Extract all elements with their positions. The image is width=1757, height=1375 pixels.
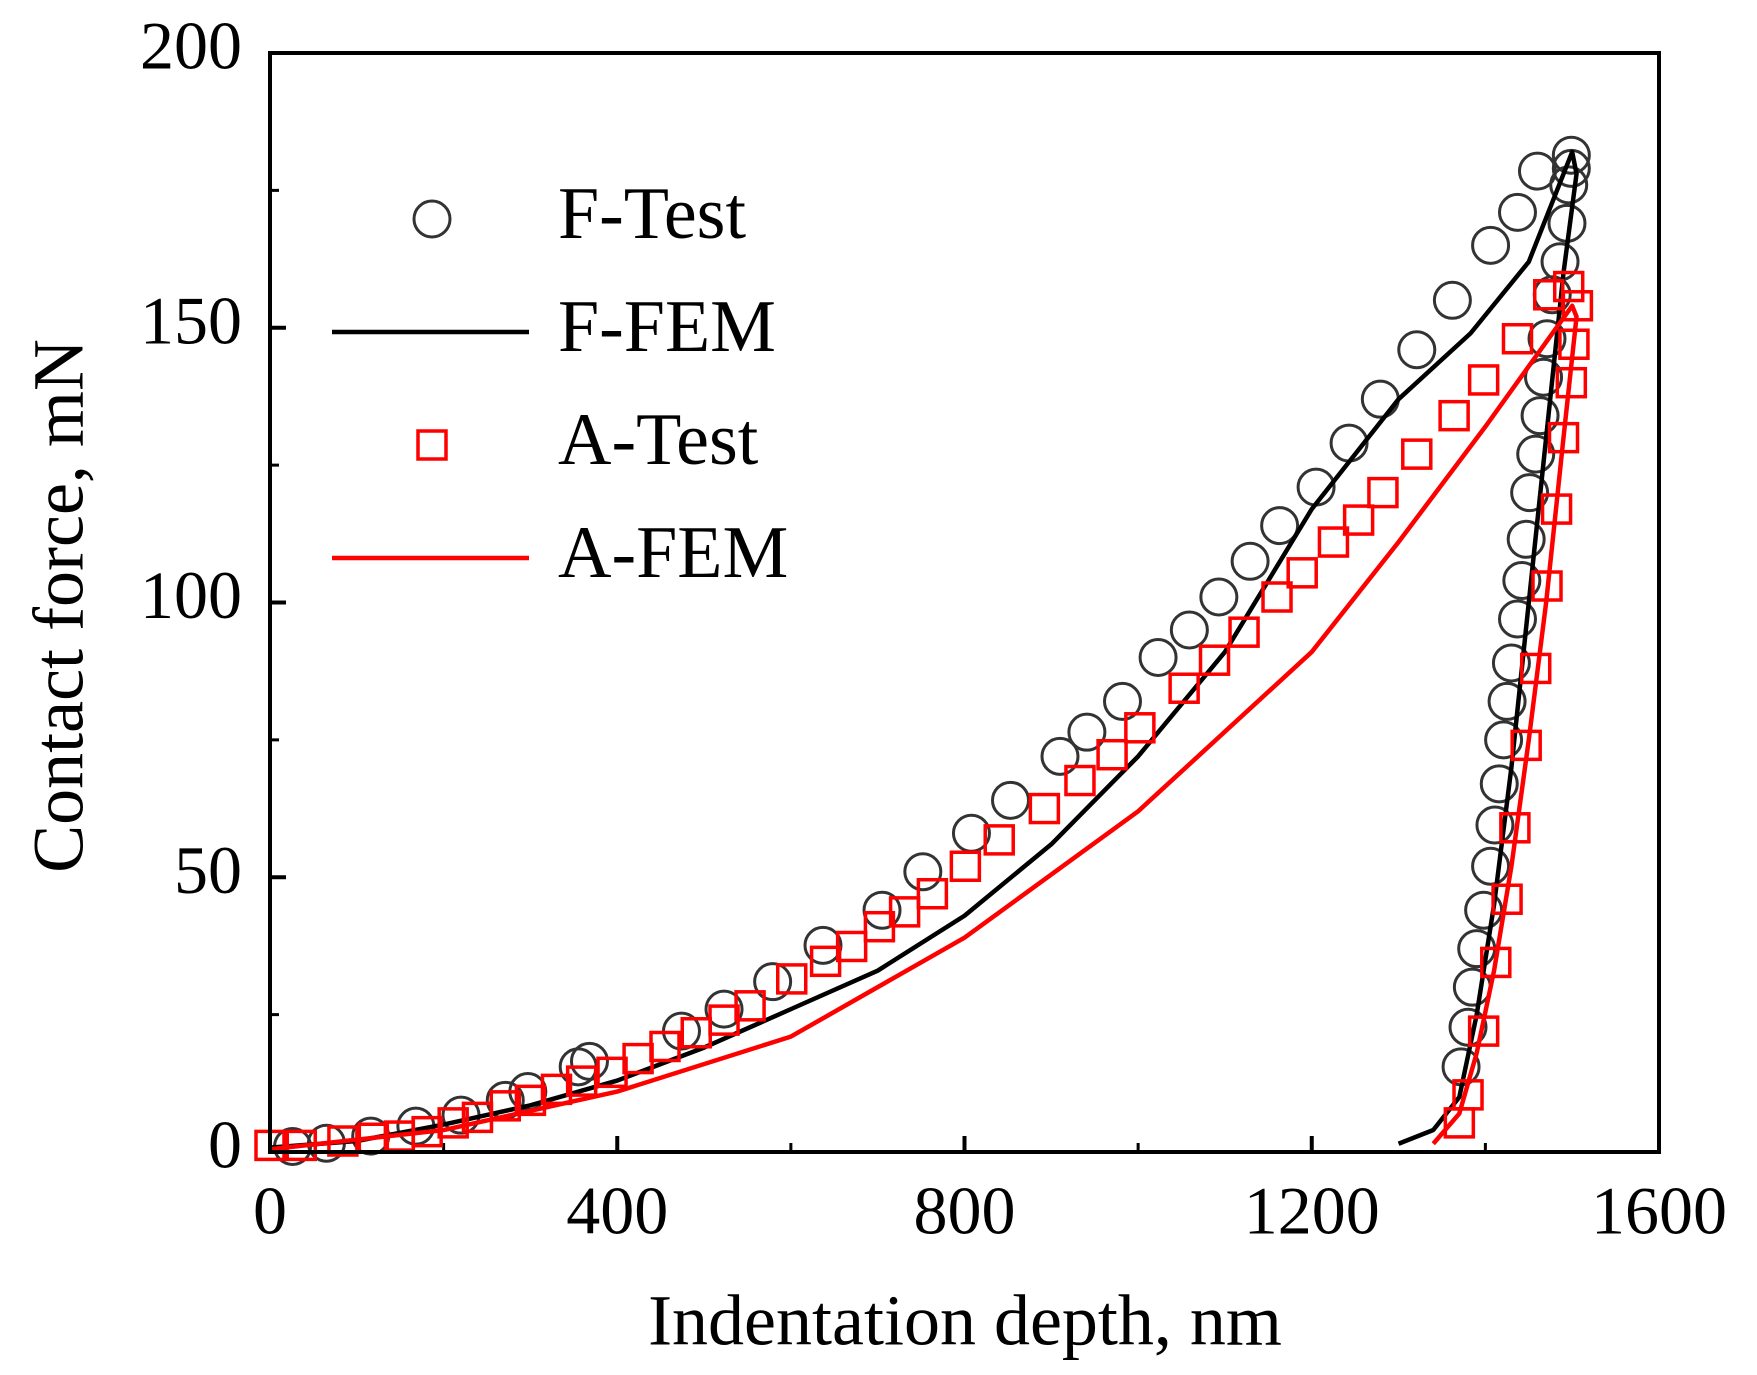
marker (1502, 561, 1542, 601)
x-tick-label: 800 (914, 1173, 1016, 1249)
marker (803, 925, 843, 965)
marker (1228, 616, 1260, 648)
marker (862, 890, 902, 930)
marker (1286, 557, 1318, 589)
y-tick-label: 50 (174, 832, 242, 908)
marker (1397, 330, 1437, 370)
marker (1260, 506, 1300, 546)
marker (1497, 192, 1537, 232)
marker (1552, 270, 1585, 303)
marker (1497, 599, 1537, 639)
marker (649, 1030, 681, 1063)
marker (835, 930, 868, 963)
marker (1467, 364, 1500, 396)
x-tick-label: 0 (253, 1173, 287, 1249)
marker (1168, 672, 1200, 704)
marker (1471, 846, 1511, 886)
marker (1317, 526, 1350, 558)
marker (949, 850, 982, 883)
marker (1516, 434, 1556, 474)
marker (1520, 396, 1560, 436)
marker (1096, 738, 1128, 771)
marker (1464, 890, 1504, 930)
marker (983, 824, 1015, 856)
marker (734, 990, 766, 1022)
marker (1169, 610, 1209, 650)
marker (565, 1065, 598, 1097)
marker (991, 780, 1031, 820)
marker (1138, 637, 1178, 677)
marker (1438, 399, 1470, 432)
marker (1064, 764, 1096, 797)
marker (1471, 225, 1511, 265)
legend-label: A-Test (558, 399, 759, 481)
marker (888, 896, 921, 928)
marker (1484, 720, 1524, 760)
marker (916, 877, 949, 910)
marker (1487, 681, 1527, 721)
marker (569, 1041, 609, 1081)
marker (1549, 165, 1589, 205)
y-tick-label: 150 (140, 282, 242, 358)
y-tick-label: 200 (140, 8, 242, 84)
marker (1199, 577, 1239, 617)
x-tick-label: 1600 (1591, 1173, 1727, 1249)
marker (1124, 712, 1156, 744)
marker (1367, 476, 1399, 509)
marker (1261, 581, 1293, 613)
marker (1510, 473, 1550, 513)
marker (1551, 135, 1591, 175)
marker (1360, 379, 1400, 419)
legend-marker (412, 199, 452, 239)
y-tick-label: 100 (140, 557, 242, 633)
plot-frame (268, 51, 1661, 1154)
marker (1479, 764, 1519, 804)
marker (708, 1004, 740, 1036)
marker (1475, 805, 1515, 845)
y-axis-title: Contact force, mN (19, 339, 99, 873)
marker (1342, 504, 1375, 536)
marker (1501, 322, 1534, 355)
legend-label: A-FEM (558, 512, 788, 594)
marker (1491, 643, 1531, 683)
marker (489, 1090, 522, 1122)
marker (1102, 681, 1142, 721)
y-tick-label: 0 (208, 1107, 242, 1183)
x-axis-title: Indentation depth, nm (648, 1281, 1282, 1361)
marker (1506, 519, 1546, 559)
marker (1198, 644, 1231, 676)
marker (1524, 357, 1564, 397)
marker (704, 989, 744, 1029)
marker (1230, 541, 1270, 581)
x-tick-label: 1200 (1244, 1173, 1380, 1249)
legend-label: F-Test (558, 173, 746, 255)
marker (753, 962, 793, 1002)
marker (1028, 792, 1061, 825)
marker (1040, 736, 1080, 776)
marker (1067, 712, 1107, 752)
x-tick-label: 400 (566, 1173, 668, 1249)
marker (1401, 438, 1433, 470)
line (269, 149, 1579, 1150)
marker (903, 852, 943, 892)
marker (1527, 319, 1567, 359)
marker (1540, 242, 1580, 282)
line (269, 303, 1579, 1152)
marker (775, 963, 808, 995)
marker (514, 1084, 547, 1117)
legend-marker (416, 429, 448, 461)
marker (1432, 280, 1472, 320)
legend-label: F-FEM (558, 286, 776, 368)
